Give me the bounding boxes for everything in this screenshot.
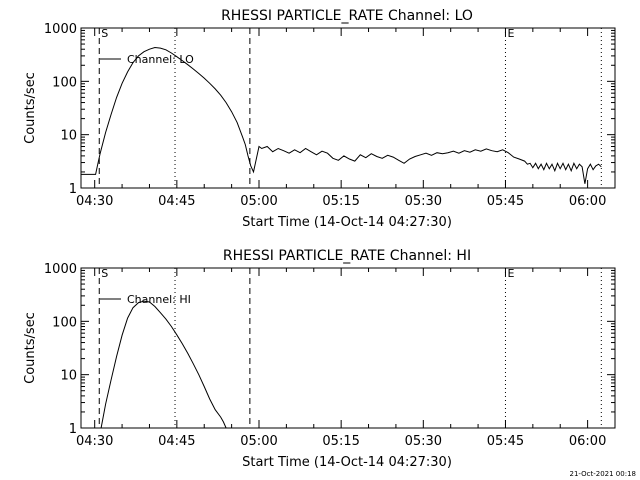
marker-label-lo: S	[101, 27, 108, 40]
x-tick-label-hi: 06:00	[569, 434, 606, 449]
x-axis-label-hi: Start Time (14-Oct-14 04:27:30)	[242, 455, 452, 470]
chart-panel-hi: RHESSI PARTICLE_RATE Channel: HI Counts/…	[23, 248, 616, 470]
x-tick-label-lo: 05:00	[240, 194, 277, 209]
y-tick-label-lo: 100	[52, 75, 77, 90]
x-tick-label-hi: 04:30	[76, 434, 113, 449]
y-tick-label-hi: 1	[69, 422, 77, 437]
x-tick-label-lo: 04:30	[76, 194, 113, 209]
marker-label-hi: E	[507, 267, 514, 280]
y-tick-label-lo: 10	[60, 129, 77, 144]
y-tick-label-hi: 100	[52, 315, 77, 330]
x-tick-label-lo: 06:00	[569, 194, 606, 209]
chart-panel-lo: RHESSI PARTICLE_RATE Channel: LO Counts/…	[23, 8, 616, 230]
y-tick-label-lo: 1000	[44, 22, 77, 37]
y-axis-label-lo: Counts/sec	[23, 72, 38, 144]
x-tick-label-hi: 05:15	[322, 434, 359, 449]
x-tick-label-hi: 05:30	[405, 434, 442, 449]
marker-label-lo: E	[507, 27, 514, 40]
legend-label-hi: Channel: HI	[127, 293, 191, 306]
y-axis-label-hi: Counts/sec	[23, 312, 38, 384]
x-tick-label-lo: 05:45	[487, 194, 524, 209]
plot-frame-hi	[80, 267, 616, 429]
y-tick-label-hi: 10	[60, 369, 77, 384]
plot-frame-lo	[80, 27, 616, 189]
series-line-hi	[100, 300, 227, 429]
chart-title-hi: RHESSI PARTICLE_RATE Channel: HI	[223, 248, 471, 264]
x-tick-label-lo: 04:45	[158, 194, 195, 209]
footer-timestamp: 21-Oct-2021 00:18	[570, 470, 636, 478]
series-line-lo	[81, 46, 602, 184]
x-tick-label-hi: 05:45	[487, 434, 524, 449]
x-axis-label-lo: Start Time (14-Oct-14 04:27:30)	[242, 215, 452, 230]
x-tick-label-hi: 05:00	[240, 434, 277, 449]
x-tick-label-lo: 05:15	[322, 194, 359, 209]
y-tick-label-lo: 1	[69, 182, 77, 197]
chart-title-lo: RHESSI PARTICLE_RATE Channel: LO	[221, 8, 473, 24]
marker-label-hi: S	[101, 267, 108, 280]
legend-label-lo: Channel: LO	[127, 53, 194, 66]
y-tick-label-hi: 1000	[44, 262, 77, 277]
x-tick-label-lo: 05:30	[405, 194, 442, 209]
x-tick-label-hi: 04:45	[158, 434, 195, 449]
